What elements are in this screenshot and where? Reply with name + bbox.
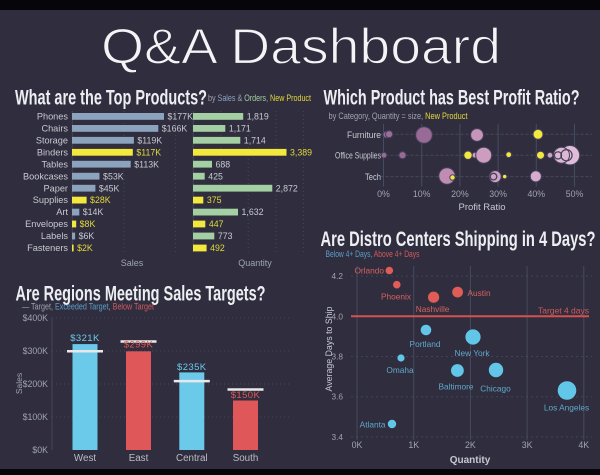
svg-text:Envelopes: Envelopes	[25, 219, 68, 229]
svg-text:492: 492	[210, 243, 225, 253]
svg-text:2K: 2K	[465, 440, 476, 450]
svg-text:Labels: Labels	[41, 231, 68, 241]
svg-text:50%: 50%	[566, 189, 584, 199]
svg-text:3K: 3K	[522, 440, 533, 450]
svg-text:$2K: $2K	[77, 243, 93, 253]
svg-text:$53K: $53K	[103, 171, 124, 181]
svg-text:by Sales & Orders, New Product: by Sales & Orders, New Product	[208, 93, 311, 103]
svg-text:by Category, Quantity = size,: by Category, Quantity = size, New Produc…	[329, 111, 468, 121]
svg-text:Paper: Paper	[43, 183, 68, 193]
svg-text:1,632: 1,632	[242, 207, 264, 217]
svg-text:$400K: $400K	[23, 313, 49, 323]
svg-text:1,819: 1,819	[247, 112, 269, 122]
svg-text:Average Days to Ship: Average Days to Ship	[324, 306, 334, 391]
svg-text:Art: Art	[56, 207, 68, 217]
svg-text:1,171: 1,171	[229, 123, 251, 133]
svg-text:Sales: Sales	[121, 258, 144, 268]
svg-text:Chairs: Chairs	[41, 123, 68, 133]
svg-text:10%: 10%	[413, 189, 431, 199]
svg-text:$113K: $113K	[134, 159, 159, 169]
svg-text:1K: 1K	[408, 440, 419, 450]
svg-text:$119K: $119K	[137, 135, 162, 145]
svg-text:4.0: 4.0	[331, 311, 343, 321]
svg-text:Quantity: Quantity	[450, 455, 491, 466]
svg-text:Central: Central	[176, 453, 208, 464]
svg-text:— Target, Exceeded Target, Bel: — Target, Exceeded Target, Below Target	[22, 302, 154, 312]
svg-text:0K: 0K	[352, 440, 363, 450]
svg-text:$177K: $177K	[168, 112, 194, 122]
svg-text:688: 688	[215, 159, 230, 169]
svg-text:Storage: Storage	[36, 135, 68, 145]
svg-text:$166K: $166K	[162, 123, 188, 133]
svg-text:425: 425	[208, 171, 223, 181]
svg-text:Supplies: Supplies	[33, 195, 69, 205]
svg-text:Omaha: Omaha	[386, 365, 414, 375]
svg-text:Sales: Sales	[14, 373, 24, 394]
svg-text:4K: 4K	[578, 440, 589, 450]
svg-text:Are Regions Meeting Sales Targ: Are Regions Meeting Sales Targets?	[16, 283, 266, 306]
svg-text:40%: 40%	[527, 189, 545, 199]
svg-text:773: 773	[218, 231, 233, 241]
svg-text:Q&A Dashboard: Q&A Dashboard	[101, 18, 501, 75]
svg-text:Furniture: Furniture	[347, 130, 381, 140]
svg-text:Tables: Tables	[41, 159, 68, 169]
svg-text:Binders: Binders	[37, 147, 69, 157]
svg-text:Profit Ratio: Profit Ratio	[459, 202, 506, 213]
svg-text:$150K: $150K	[231, 390, 261, 401]
svg-text:0%: 0%	[377, 189, 390, 199]
svg-text:$200K: $200K	[23, 379, 49, 389]
svg-text:New York: New York	[454, 348, 490, 358]
svg-text:East: East	[129, 453, 149, 464]
svg-text:Austin: Austin	[468, 288, 491, 298]
svg-text:1,714: 1,714	[244, 135, 266, 145]
svg-text:Target 4 days: Target 4 days	[538, 306, 589, 316]
svg-text:What are the Top Products?: What are the Top Products?	[15, 87, 207, 110]
svg-text:South: South	[233, 453, 259, 464]
svg-text:Nashville: Nashville	[416, 304, 450, 314]
svg-text:$8K: $8K	[80, 219, 96, 229]
svg-text:Fasteners: Fasteners	[27, 243, 68, 253]
svg-text:$300K: $300K	[23, 346, 49, 356]
svg-text:447: 447	[209, 219, 224, 229]
svg-text:3.6: 3.6	[331, 392, 343, 402]
svg-text:$28K: $28K	[90, 195, 111, 205]
svg-text:Los Angeles: Los Angeles	[544, 403, 589, 413]
svg-text:4.2: 4.2	[331, 271, 343, 281]
svg-text:Atlanta: Atlanta	[360, 420, 386, 430]
svg-text:3.4: 3.4	[331, 432, 343, 442]
svg-text:3,389: 3,389	[290, 147, 312, 157]
svg-text:$6K: $6K	[79, 231, 95, 241]
svg-text:Orlando: Orlando	[354, 266, 384, 276]
svg-text:Quantity: Quantity	[238, 258, 272, 268]
svg-text:$0K: $0K	[32, 445, 48, 455]
svg-text:$321K: $321K	[70, 333, 100, 344]
svg-text:Bookcases: Bookcases	[23, 171, 68, 181]
svg-text:Office Supplies: Office Supplies	[335, 151, 381, 161]
svg-text:30%: 30%	[489, 189, 507, 199]
svg-text:Portland: Portland	[410, 339, 441, 349]
svg-text:375: 375	[207, 195, 222, 205]
svg-text:$45K: $45K	[99, 183, 120, 193]
svg-text:$235K: $235K	[177, 362, 207, 373]
svg-text:3.8: 3.8	[331, 352, 343, 362]
svg-text:West: West	[74, 453, 96, 464]
svg-text:$117K: $117K	[136, 147, 161, 157]
svg-text:$14K: $14K	[83, 207, 104, 217]
svg-text:Tech: Tech	[365, 172, 381, 182]
svg-text:Baltimore: Baltimore	[438, 382, 473, 392]
svg-text:Are Distro Centers Shipping in: Are Distro Centers Shipping in 4 Days?	[321, 227, 596, 251]
svg-text:Which Product has Best Profit: Which Product has Best Profit Ratio?	[324, 87, 580, 110]
svg-text:$299K: $299K	[124, 340, 154, 351]
svg-text:$100K: $100K	[23, 412, 49, 422]
svg-text:Phones: Phones	[37, 112, 69, 122]
svg-text:20%: 20%	[451, 189, 469, 199]
svg-text:Phoenix: Phoenix	[381, 292, 412, 302]
svg-text:Chicago: Chicago	[480, 384, 511, 394]
svg-text:Below 4+ Days, Above 4+ Days: Below 4+ Days, Above 4+ Days	[326, 249, 420, 259]
svg-text:2,872: 2,872	[276, 183, 298, 193]
